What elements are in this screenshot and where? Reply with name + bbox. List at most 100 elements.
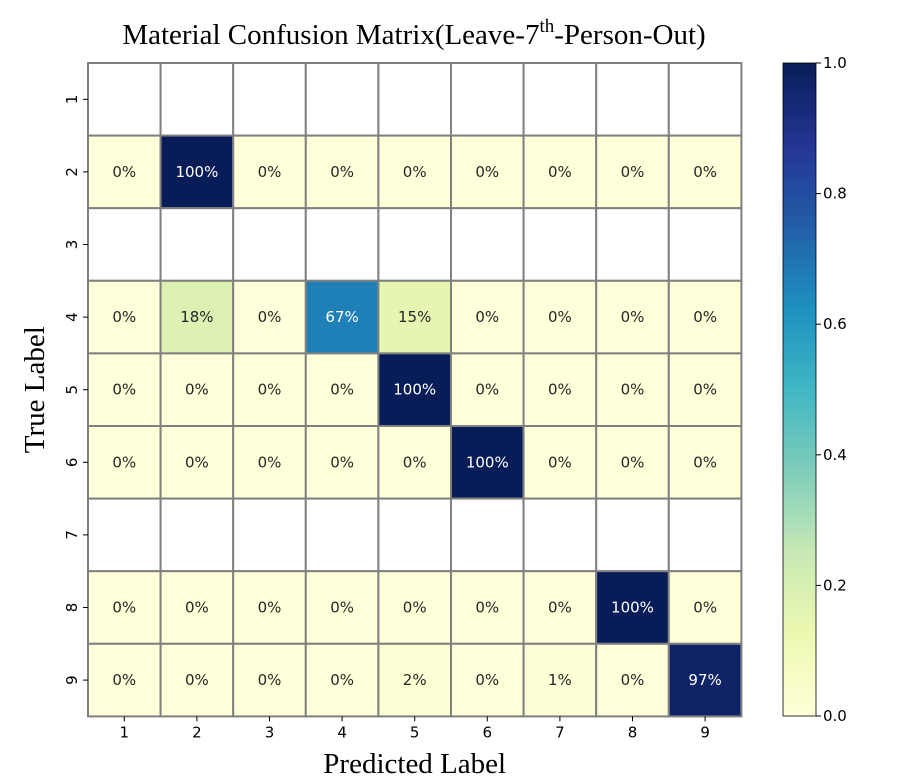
heatmap-cell (304, 497, 380, 573)
heatmap-cell (522, 62, 598, 137)
cell-value-label: 0% (112, 453, 136, 471)
cell-value-label: 0% (475, 163, 499, 181)
heatmap-cell (595, 134, 670, 210)
cell-value-label: 0% (621, 671, 645, 689)
cell-value-label: 0% (112, 381, 136, 399)
heatmap-cell (159, 425, 235, 500)
heatmap-cell (159, 62, 235, 137)
heatmap-cell (450, 134, 525, 210)
colorbar-tick-label: 0.6 (823, 315, 847, 333)
heatmap-cell (232, 497, 307, 573)
chart-title-prefix: Material Confusion Matrix(Leave-7 (122, 19, 539, 51)
heatmap-cell (304, 642, 380, 718)
chart-title-superscript: th (539, 16, 554, 37)
heatmap-cell (232, 352, 307, 427)
heatmap-cell (595, 62, 670, 137)
y-tick-label: 5 (63, 385, 81, 395)
heatmap-cell (595, 279, 670, 355)
cell-value-label: 0% (475, 599, 499, 617)
heatmap-cell (87, 570, 162, 645)
cell-value-label: 0% (112, 599, 136, 617)
cell-value-label: 0% (330, 671, 354, 689)
heatmap-cell (450, 570, 525, 645)
heatmap-cell (667, 62, 743, 137)
cell-value-label: 0% (403, 163, 427, 181)
x-tick-label: 4 (337, 723, 347, 741)
heatmap-cell (667, 352, 743, 427)
heatmap-cell (159, 642, 235, 718)
cell-value-label: 0% (112, 671, 136, 689)
cell-value-label: 67% (325, 308, 358, 326)
cell-value-label: 0% (693, 381, 717, 399)
chart-title: Material Confusion Matrix(Leave-7th-Pers… (122, 16, 705, 51)
y-tick-label: 8 (63, 603, 81, 613)
cell-value-label: 0% (621, 453, 645, 471)
heatmap-cell (87, 62, 162, 137)
cell-value-label: 0% (475, 671, 499, 689)
y-tick-label: 7 (63, 530, 81, 540)
heatmap-cells: 0% 100% 0% 0% 0% 0% 0% 0% 0% 0% 18% 0% 67% 15% 0% 0% 0% 0… (87, 62, 743, 718)
colorbar-tick-label: 0.4 (823, 446, 847, 464)
cell-value-label: 0% (330, 381, 354, 399)
cell-value-label: 0% (693, 308, 717, 326)
cell-value-label: 0% (548, 163, 572, 181)
cell-value-label: 0% (258, 453, 282, 471)
heatmap-cell (232, 279, 307, 355)
heatmap-cell (595, 497, 670, 573)
heatmap-cell (232, 207, 307, 282)
heatmap-cell (232, 62, 307, 137)
y-tick-label: 9 (63, 675, 81, 685)
colorbar-tick-label: 1.0 (823, 54, 847, 72)
y-tick-label: 3 (63, 240, 81, 250)
colorbar-tick-label: 0.0 (823, 707, 847, 725)
heatmap-cell (377, 62, 452, 137)
heatmap-cell (522, 207, 598, 282)
y-tick-label: 4 (63, 312, 81, 322)
heatmap-cell (377, 642, 452, 718)
cell-value-label: 0% (258, 671, 282, 689)
x-tick-label: 2 (192, 723, 202, 741)
heatmap-cell (159, 134, 235, 210)
x-axis-label: Predicted Label (323, 748, 506, 780)
heatmap-cell (667, 279, 743, 355)
x-tick-label: 1 (120, 723, 130, 741)
y-tick-label: 6 (63, 458, 81, 468)
cell-value-label: 0% (403, 453, 427, 471)
heatmap-cell (304, 62, 380, 137)
cell-value-label: 0% (185, 671, 209, 689)
cell-value-label: 0% (403, 599, 427, 617)
heatmap-cell (87, 425, 162, 500)
heatmap-cell (522, 279, 598, 355)
cell-value-label: 0% (548, 599, 572, 617)
heatmap-cell (595, 642, 670, 718)
cell-value-label: 0% (185, 453, 209, 471)
x-tick-label: 8 (628, 723, 638, 741)
cell-value-label: 0% (330, 453, 354, 471)
heatmap-cell (667, 425, 743, 500)
cell-value-label: 0% (258, 381, 282, 399)
cell-value-label: 0% (330, 163, 354, 181)
x-tick-labels: 1 2 3 4 5 6 7 8 9 (120, 716, 710, 741)
heatmap-cell (377, 497, 452, 573)
heatmap-cell (450, 497, 525, 573)
cell-value-label: 0% (185, 599, 209, 617)
cell-value-label: 0% (548, 381, 572, 399)
cell-value-label: 0% (693, 599, 717, 617)
x-tick-label: 3 (265, 723, 275, 741)
heatmap-cell (667, 642, 743, 718)
cell-value-label: 0% (330, 599, 354, 617)
cell-value-label: 0% (693, 163, 717, 181)
heatmap-cell (450, 62, 525, 137)
y-tick-labels: 1 2 3 4 5 6 7 8 9 (63, 95, 88, 685)
colorbar-tick-label: 0.2 (823, 576, 847, 594)
x-tick-label: 5 (410, 723, 420, 741)
heatmap-cell (522, 497, 598, 573)
cell-value-label: 0% (258, 163, 282, 181)
heatmap-cell (450, 207, 525, 282)
cell-value-label: 0% (621, 381, 645, 399)
heatmap-cell (377, 352, 452, 427)
heatmap-cell (159, 497, 235, 573)
heatmap-cell (667, 207, 743, 282)
heatmap-cell (304, 425, 380, 500)
heatmap-cell (595, 207, 670, 282)
